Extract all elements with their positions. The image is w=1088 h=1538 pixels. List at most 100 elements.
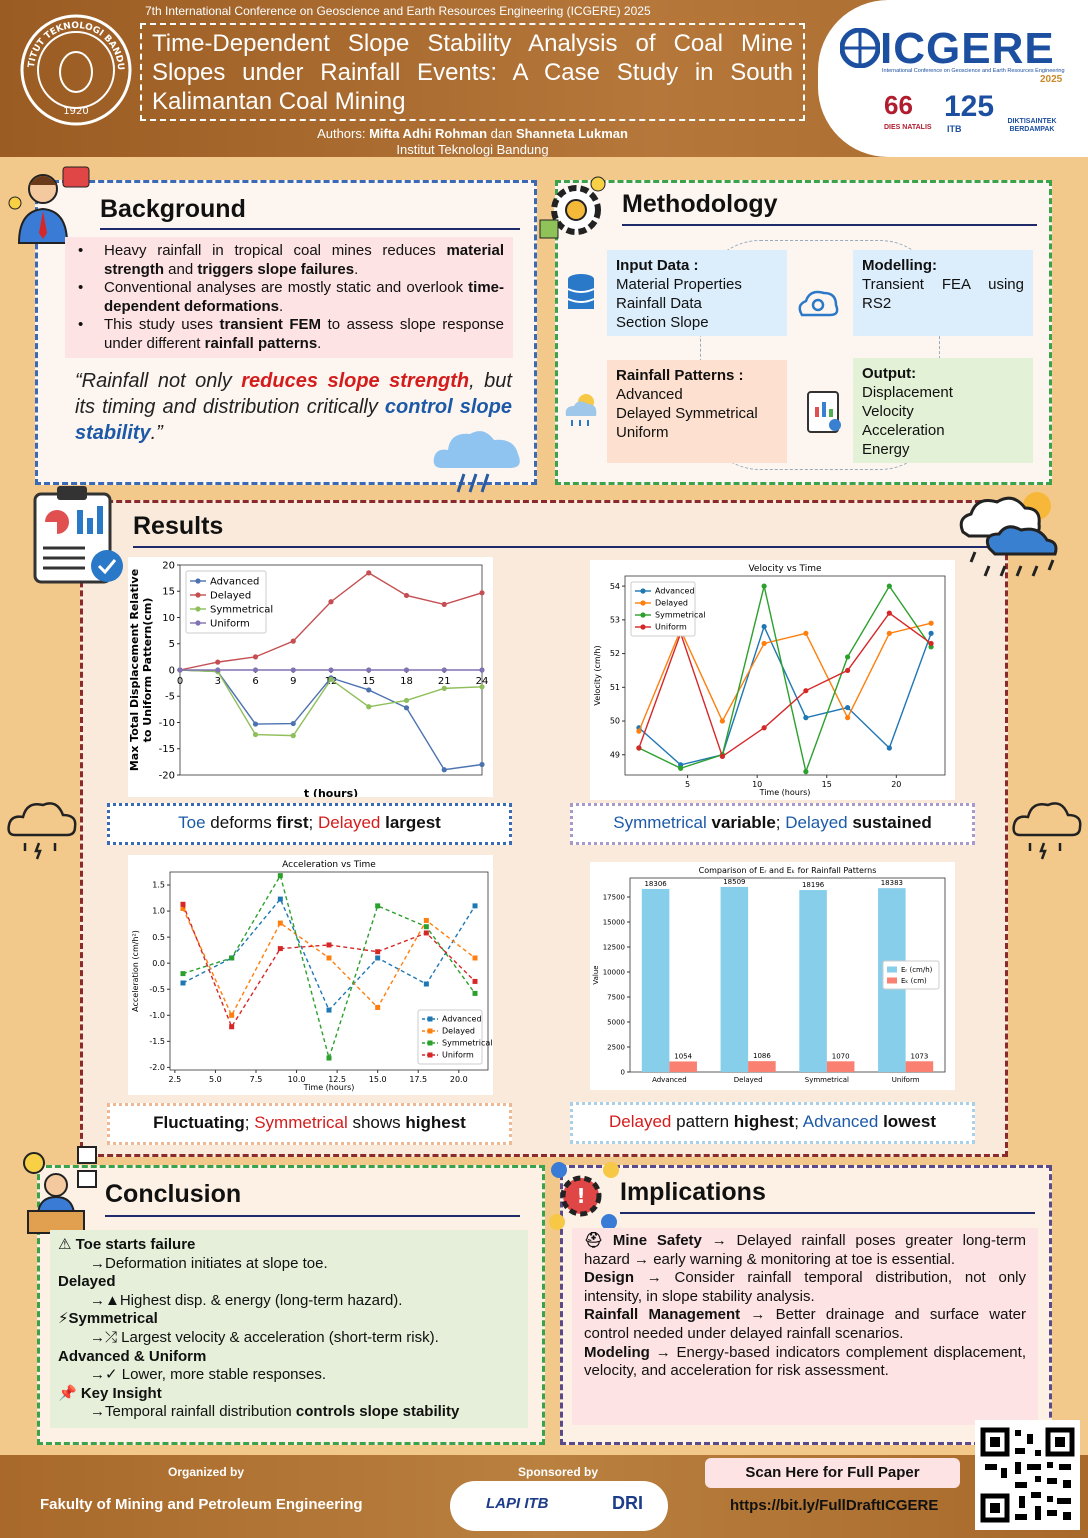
point bbox=[479, 684, 485, 690]
legend-marker bbox=[427, 1040, 433, 1046]
point bbox=[403, 592, 410, 599]
point bbox=[928, 620, 934, 626]
point bbox=[326, 942, 332, 948]
point bbox=[290, 733, 296, 739]
point bbox=[366, 687, 372, 693]
badge-66: 66 bbox=[884, 90, 913, 120]
url[interactable]: https://bit.ly/FullDraftICGERE bbox=[730, 1497, 939, 1514]
point bbox=[366, 570, 372, 576]
bar bbox=[826, 1061, 855, 1072]
qr-code[interactable] bbox=[975, 1420, 1080, 1530]
text-run: → Energy-based indicators complement dis… bbox=[584, 1343, 1026, 1380]
x-tick-label: 10 bbox=[752, 780, 762, 789]
y-tick-label: -20 bbox=[159, 770, 175, 781]
legend-swatch bbox=[887, 966, 897, 973]
bar-value-label: 18196 bbox=[802, 881, 825, 889]
implication: Rainfall Management → Better drainage an… bbox=[584, 1306, 1026, 1343]
bullet-dot: • bbox=[78, 316, 84, 333]
y-tick-label: 0.5 bbox=[152, 933, 165, 942]
x-tick-label: 5 bbox=[685, 780, 690, 789]
series-line bbox=[638, 624, 932, 766]
y-axis-label: to Uniform Pattern(cm) bbox=[141, 598, 154, 743]
seal-year: 1920 bbox=[63, 106, 88, 117]
conclusion-detail: →▲Highest disp. & energy (long-term haza… bbox=[58, 1292, 523, 1311]
text-run: Advanced bbox=[802, 1112, 879, 1131]
badge-125: 125 bbox=[944, 90, 995, 123]
bar-value-label: 1054 bbox=[674, 1052, 692, 1060]
text-run: This study uses bbox=[104, 316, 220, 333]
bar-value-label: 18383 bbox=[881, 879, 903, 887]
y-axis-label: Acceleration (cm/h²) bbox=[131, 930, 140, 1012]
bar bbox=[669, 1061, 697, 1072]
legend-frame bbox=[185, 570, 267, 634]
y-tick-label: 5 bbox=[169, 639, 175, 650]
chart-title: Acceleration vs Time bbox=[282, 860, 376, 870]
section-title: Conclusion bbox=[105, 1180, 242, 1208]
x-tick-label: 2.5 bbox=[169, 1075, 182, 1084]
bar bbox=[905, 1061, 934, 1072]
point bbox=[803, 769, 809, 775]
bar bbox=[799, 890, 827, 1072]
y-tick-label: 20 bbox=[162, 560, 175, 571]
svg-text:INSTITUT TEKNOLOGI BANDUNG: INSTITUT TEKNOLOGI BANDUNG bbox=[20, 14, 125, 71]
legend-swatch bbox=[887, 977, 897, 984]
legend-label: Advanced bbox=[442, 1015, 482, 1024]
method-heading: Modelling: bbox=[862, 257, 937, 274]
bar-value-label: 1073 bbox=[910, 1052, 928, 1060]
point bbox=[845, 715, 851, 721]
badge: ITB bbox=[947, 124, 962, 134]
seal-text: INSTITUT TEKNOLOGI BANDUNG bbox=[20, 14, 125, 71]
x-tick-label: 5.0 bbox=[209, 1075, 222, 1084]
storm-icon bbox=[959, 492, 1058, 577]
text-run: control slope stability bbox=[75, 396, 512, 444]
point bbox=[678, 765, 684, 771]
point bbox=[326, 1055, 332, 1061]
caption: Delayed pattern highest; Advanced lowest bbox=[570, 1102, 975, 1144]
rain-icon-left bbox=[7, 802, 77, 860]
text-run: dan bbox=[487, 126, 516, 141]
y-tick-label: -0.5 bbox=[149, 985, 165, 994]
report-icon bbox=[807, 391, 841, 433]
speaker-icon bbox=[23, 1146, 97, 1234]
text-run: deforms bbox=[205, 813, 277, 832]
text-run: →Temporal rainfall distribution bbox=[90, 1403, 296, 1421]
implication: Design → Consider rainfall temporal dist… bbox=[584, 1269, 1026, 1306]
bar-value-label: 1086 bbox=[753, 1052, 771, 1060]
chart-energy: Comparison of Eᵣ and Eₖ for Rainfall Pat… bbox=[590, 862, 955, 1090]
x-tick-label: 20 bbox=[891, 780, 901, 789]
x-tick-label: 9 bbox=[290, 676, 296, 687]
legend-label: Uniform bbox=[210, 618, 250, 629]
text-run: pattern bbox=[671, 1112, 734, 1131]
flow-outline bbox=[700, 240, 940, 470]
bar-value-label: 1070 bbox=[832, 1052, 850, 1060]
y-tick-label: -1.5 bbox=[149, 1037, 165, 1046]
y-tick-label: 51 bbox=[610, 683, 620, 692]
plot-frame bbox=[629, 877, 946, 1073]
text-run: sustained bbox=[847, 813, 932, 832]
method-heading: Rainfall Patterns : bbox=[616, 367, 744, 384]
point bbox=[403, 667, 410, 673]
legend-marker bbox=[640, 588, 646, 594]
point bbox=[636, 745, 642, 751]
bar bbox=[720, 886, 749, 1072]
bullets: • Heavy rainfall in tropical coal mines r… bbox=[72, 242, 504, 353]
y-tick-label: 17500 bbox=[603, 893, 625, 901]
text-run: Design bbox=[584, 1269, 635, 1287]
weather-icon bbox=[565, 394, 597, 426]
series-line bbox=[638, 612, 932, 758]
text-run: → Consider rainfall temporal distributio… bbox=[584, 1269, 1026, 1305]
text-run: . bbox=[279, 297, 284, 315]
point bbox=[290, 720, 296, 727]
badge: DIES NATALIS bbox=[884, 124, 932, 131]
x-tick-label: 3 bbox=[215, 676, 221, 687]
conclusion-heading: ⚡Symmetrical bbox=[58, 1310, 158, 1328]
text-run: Symmetrical bbox=[254, 1113, 348, 1132]
point bbox=[403, 705, 410, 711]
point bbox=[180, 971, 186, 977]
legend-label: Delayed bbox=[655, 599, 688, 608]
point bbox=[845, 654, 851, 660]
bullets-box bbox=[65, 237, 513, 358]
point bbox=[326, 955, 332, 961]
